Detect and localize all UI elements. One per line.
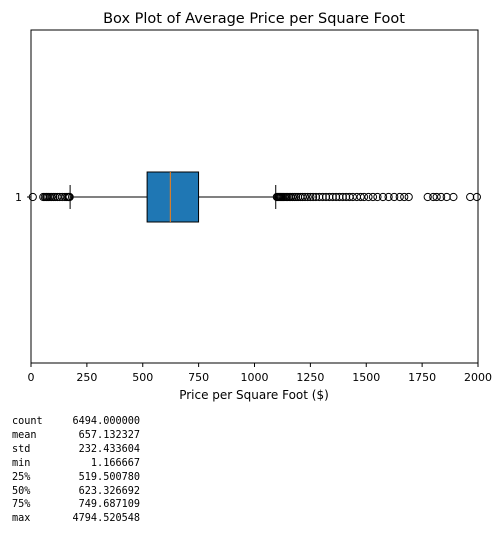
outlier-point	[395, 192, 404, 202]
outlier-point	[404, 192, 413, 202]
outlier-point	[390, 192, 399, 202]
x-tick-label: 1000	[241, 371, 269, 384]
outlier-point	[65, 192, 74, 202]
outlier-point	[298, 192, 307, 202]
stat-label: min	[12, 457, 31, 469]
outlier-point	[303, 192, 312, 202]
x-tick-label: 1500	[352, 371, 380, 384]
outlier-point	[368, 192, 378, 202]
outlier-point	[442, 192, 451, 202]
y-tick-label: 1	[15, 191, 22, 204]
x-tick-label: 2000	[464, 371, 492, 384]
stat-value: 657.132327	[78, 429, 140, 441]
outlier-point	[373, 192, 382, 202]
outlier-point	[291, 192, 301, 202]
stat-row: 75% 749.687109	[12, 498, 140, 512]
outlier-point	[348, 192, 357, 202]
stat-value: 749.687109	[78, 499, 140, 511]
stat-row: std 232.433604	[12, 443, 140, 457]
box-plot-chart: Box Plot of Average Price per Square Foo…	[15, 11, 492, 402]
stat-label: count	[12, 416, 43, 427]
stat-label: 25%	[12, 471, 31, 483]
outlier-point	[429, 192, 438, 202]
stat-row: 50% 623.326692	[12, 485, 140, 499]
iqr-box	[146, 171, 200, 223]
x-tick-label: 0	[28, 371, 35, 384]
x-tick-label: 250	[76, 371, 97, 384]
outlier-point	[359, 192, 369, 202]
stat-value: 6494.000000	[72, 416, 140, 427]
stat-value: 1.166667	[90, 457, 140, 469]
outlier-point	[449, 192, 458, 202]
outlier-point	[356, 192, 365, 202]
outlier-point	[300, 192, 310, 202]
outlier-point	[400, 192, 409, 202]
stat-label: mean	[12, 429, 37, 441]
outlier-point	[466, 192, 475, 202]
stat-label: max	[12, 513, 31, 525]
stat-row: count 6494.000000	[12, 415, 140, 429]
stat-row: min 1.166667	[12, 457, 140, 471]
stat-label: 75%	[12, 499, 31, 511]
chart-title: Box Plot of Average Price per Square Foo…	[103, 11, 405, 27]
outlier-point	[423, 192, 432, 202]
stat-row: 25% 519.500780	[12, 471, 140, 485]
outlier-point	[308, 192, 318, 202]
outlier-point	[432, 192, 441, 202]
outlier-point	[437, 192, 446, 202]
stat-value: 519.500780	[78, 471, 140, 483]
stat-value: 623.326692	[78, 485, 140, 497]
x-axis-label: Price per Square Foot ($)	[179, 388, 329, 402]
stat-label: 50%	[12, 485, 31, 497]
outlier-point	[472, 192, 481, 202]
stat-row: mean 657.132327	[12, 429, 140, 443]
stat-label: std	[12, 443, 31, 455]
describe-stats-table: count 6494.000000 mean 657.132327 std 232.433…	[12, 415, 140, 526]
outlier-point	[364, 192, 373, 202]
x-tick-label: 1750	[408, 371, 436, 384]
outlier-point	[378, 192, 388, 202]
outlier-point	[306, 192, 315, 202]
stat-value: 4794.520548	[72, 513, 140, 525]
x-tick-label: 1250	[296, 371, 324, 384]
x-tick-label: 750	[188, 371, 209, 384]
x-tick-label: 500	[132, 371, 153, 384]
stat-row: max 4794.520548	[12, 512, 140, 526]
stat-value: 232.433604	[78, 443, 140, 455]
outlier-point	[384, 192, 393, 202]
